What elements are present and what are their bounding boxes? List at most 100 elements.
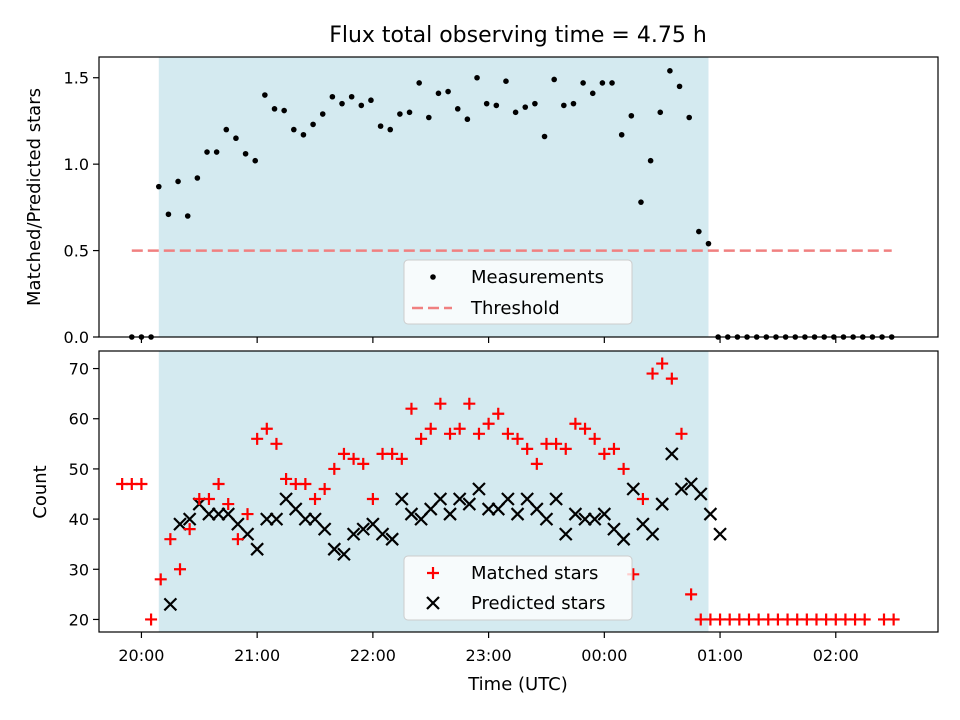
- matched-star-point: [675, 427, 688, 440]
- measurement-point: [223, 126, 230, 133]
- y-tick-label: 30: [69, 560, 89, 579]
- measurement-point: [233, 135, 239, 142]
- matched-star-point: [530, 457, 543, 470]
- measurement-point: [329, 93, 336, 100]
- matched-star-point: [357, 457, 370, 470]
- predicted-star-point: [250, 542, 264, 556]
- measurement-point: [676, 83, 683, 90]
- measurement-point: [609, 80, 615, 86]
- measurement-point: [194, 175, 201, 181]
- x-axis-label: Time (UTC): [467, 674, 568, 695]
- top-axes-frame: [98, 56, 939, 338]
- measurement-point: [339, 100, 345, 107]
- measurement-point: [155, 183, 162, 190]
- predicted-star-point: [713, 527, 727, 541]
- matched-star-point: [280, 472, 293, 485]
- measurement-point: [696, 228, 702, 235]
- legend-threshold-label: Threshold: [470, 298, 560, 319]
- legend-predicted-label: Predicted stars: [471, 593, 605, 614]
- measurement-point: [165, 211, 172, 218]
- bottom-legend-box: [403, 555, 633, 621]
- measurement-point: [705, 240, 712, 247]
- matched-star-point: [521, 442, 534, 455]
- matched-star-point: [270, 437, 283, 450]
- predicted-star-point: [578, 512, 592, 526]
- predicted-star-point: [472, 482, 486, 496]
- matched-star-point: [434, 397, 447, 410]
- predicted-star-point: [260, 512, 274, 526]
- bottom-x-ticks: 20:00 21:00 22:00 23:00 00:00 01:00 02:00: [118, 632, 859, 665]
- predicted-star-point: [337, 547, 351, 562]
- measurement-point: [445, 88, 451, 95]
- matched-star-point: [154, 573, 167, 586]
- predicted-star-point: [597, 507, 612, 521]
- legend-measurements-label: Measurements: [471, 267, 604, 288]
- predicted-star-point: [462, 497, 477, 511]
- matched-star-point: [135, 477, 148, 490]
- predicted-star-point: [269, 512, 284, 526]
- predicted-star-point: [452, 492, 467, 506]
- matched-star-point: [607, 442, 620, 455]
- matched-star-point: [472, 427, 485, 440]
- matched-star-point: [299, 477, 312, 490]
- y-tick-label: 0.0: [64, 328, 89, 347]
- matched-star-point: [241, 508, 254, 521]
- predicted-star-point: [616, 532, 631, 546]
- measurement-point: [406, 109, 413, 116]
- predicted-star-point: [665, 447, 679, 461]
- measurement-point: [657, 109, 664, 116]
- legend-matched-label: Matched stars: [471, 563, 598, 584]
- predicted-star-point: [501, 492, 515, 506]
- measurement-point: [358, 102, 365, 109]
- matched-star-point: [579, 422, 592, 435]
- matched-star-point: [569, 417, 582, 430]
- bottom-y-ticks: 20 30 40 50 60 70: [69, 360, 99, 629]
- predicted-stars-series: [163, 447, 727, 612]
- matched-star-point: [328, 462, 341, 475]
- matched-star-point: [386, 447, 399, 460]
- measurement-point: [319, 111, 326, 117]
- x-tick-label: 01:00: [697, 646, 743, 665]
- top-y-ticks: 0.0 0.5 1.0 1.5: [64, 69, 99, 347]
- top-panel: 0.0 0.5 1.0 1.5 Matched/Predicted stars Mea…: [24, 56, 939, 347]
- matched-star-point: [588, 432, 601, 445]
- matched-star-point: [598, 447, 611, 460]
- bottom-legend: Matched stars Predicted stars: [403, 555, 633, 621]
- measurement-point: [551, 76, 557, 83]
- measurement-point: [262, 92, 268, 98]
- x-tick-label: 20:00: [118, 646, 164, 665]
- matched-star-point: [366, 493, 379, 506]
- matched-star-point: [183, 523, 196, 536]
- measurement-point: [570, 100, 577, 107]
- measurement-point: [310, 121, 316, 128]
- x-tick-label: 02:00: [813, 646, 859, 665]
- predicted-star-point: [549, 492, 563, 506]
- matched-star-point: [887, 613, 900, 626]
- top-legend: Measurements Threshold: [403, 259, 633, 325]
- measurement-point: [397, 111, 403, 117]
- matched-star-point: [424, 422, 437, 435]
- measurement-point: [493, 102, 500, 109]
- predicted-star-point: [645, 527, 660, 541]
- predicted-star-point: [481, 502, 496, 516]
- measurement-point: [599, 80, 606, 86]
- bottom-y-axis-label: Count: [30, 465, 51, 518]
- predicted-star-point: [385, 532, 399, 546]
- measurement-point: [426, 114, 432, 121]
- predicted-star-point: [404, 507, 419, 521]
- measurement-point: [532, 100, 538, 107]
- measurement-point: [589, 90, 596, 97]
- matched-star-point: [222, 498, 235, 511]
- y-tick-label: 1.0: [64, 155, 89, 174]
- matched-star-point: [405, 402, 418, 415]
- measurement-point: [522, 104, 529, 110]
- predicted-star-point: [558, 527, 573, 541]
- x-tick-label: 00:00: [581, 646, 627, 665]
- predicted-star-point: [587, 512, 602, 526]
- predicted-star-point: [327, 542, 342, 556]
- predicted-star-point: [356, 522, 371, 536]
- measurement-point: [667, 68, 673, 74]
- matched-star-point: [415, 432, 428, 445]
- measurement-point: [435, 90, 442, 97]
